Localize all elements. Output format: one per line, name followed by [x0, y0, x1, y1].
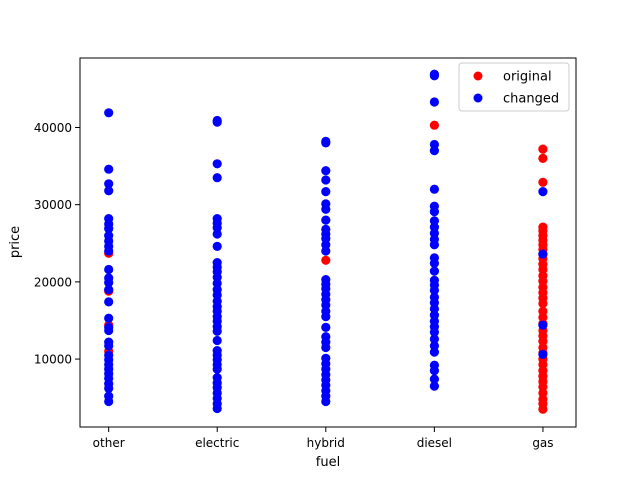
point-changed-diesel: [429, 327, 439, 337]
plot-frame: [79, 57, 577, 428]
point-changed-diesel: [429, 258, 439, 268]
point-changed-other: [104, 108, 114, 118]
point-changed-gas: [538, 320, 548, 330]
legend: original changed: [458, 62, 570, 112]
x-ticks: other electric hybrid diesel gas: [93, 427, 554, 450]
legend-label-original: original: [503, 70, 552, 85]
point-changed-electric: [212, 117, 222, 127]
y-axis-label: price: [8, 226, 23, 258]
point-changed-other: [104, 313, 114, 323]
point-changed-other: [104, 264, 114, 275]
point-changed-electric: [212, 241, 222, 251]
x-tick-label: gas: [532, 436, 553, 450]
point-changed-diesel: [429, 207, 439, 217]
point-changed-other: [104, 325, 114, 336]
legend-marker-changed: [473, 93, 483, 103]
legend-box: [458, 62, 570, 112]
x-tick-label: other: [93, 436, 125, 450]
point-original-gas: [538, 177, 548, 187]
point-changed-diesel: [429, 266, 439, 276]
point-changed-other: [104, 396, 114, 407]
point-changed-hybrid: [321, 138, 331, 148]
point-changed-hybrid: [321, 187, 331, 197]
point-changed-diesel: [429, 374, 439, 384]
point-changed-electric: [212, 364, 222, 374]
y-tick-label: 20000: [34, 275, 72, 289]
legend-label-changed: changed: [503, 92, 559, 107]
x-axis-label: fuel: [316, 455, 340, 470]
point-changed-diesel: [429, 347, 439, 357]
point-changed-gas: [538, 249, 548, 259]
point-original-hybrid: [321, 255, 331, 265]
point-original-diesel: [429, 120, 439, 130]
points-layer: [104, 69, 548, 414]
y-tick-label: 10000: [34, 353, 72, 367]
point-changed-other: [104, 224, 114, 234]
point-changed-electric: [212, 173, 222, 183]
point-changed-other: [104, 246, 114, 256]
point-changed-electric: [212, 159, 222, 169]
point-changed-other: [104, 341, 114, 351]
point-changed-diesel: [429, 381, 439, 391]
point-changed-hybrid: [321, 322, 331, 332]
point-changed-other: [104, 383, 114, 393]
y-tick-label: 40000: [34, 121, 72, 135]
point-changed-diesel: [429, 334, 439, 344]
y-ticks: 10000 20000 30000 40000: [34, 121, 80, 367]
x-tick-label: electric: [195, 436, 239, 450]
point-changed-electric: [212, 403, 222, 414]
point-changed-other: [104, 285, 114, 295]
point-changed-diesel: [429, 285, 439, 295]
point-changed-diesel: [429, 240, 439, 250]
x-tick-label: diesel: [417, 436, 452, 450]
point-changed-electric: [212, 326, 222, 336]
point-changed-diesel: [429, 71, 439, 81]
point-changed-diesel: [429, 146, 439, 156]
point-changed-diesel: [429, 366, 439, 376]
point-original-gas: [538, 298, 548, 309]
y-tick-label: 30000: [34, 198, 72, 212]
point-changed-hybrid: [321, 166, 331, 176]
legend-marker-original: [473, 71, 483, 81]
point-changed-electric: [212, 335, 222, 346]
point-original-gas: [538, 153, 548, 163]
point-changed-hybrid: [321, 246, 331, 256]
point-original-gas: [538, 404, 548, 414]
point-changed-gas: [538, 349, 548, 359]
point-changed-other: [104, 186, 114, 196]
point-changed-hybrid: [321, 215, 331, 225]
point-changed-hybrid: [321, 396, 331, 407]
point-changed-other: [104, 164, 114, 174]
point-changed-other: [104, 278, 114, 288]
point-changed-electric: [212, 229, 222, 239]
point-changed-hybrid: [321, 175, 331, 185]
point-original-gas: [538, 144, 548, 154]
x-tick-label: hybrid: [307, 436, 345, 450]
point-changed-other: [104, 179, 114, 189]
point-changed-hybrid: [321, 312, 331, 322]
point-changed-gas: [538, 187, 548, 197]
point-changed-diesel: [429, 97, 439, 107]
point-changed-hybrid: [321, 204, 331, 214]
point-changed-diesel: [429, 184, 439, 194]
point-changed-hybrid: [321, 342, 331, 353]
point-changed-other: [104, 297, 114, 307]
